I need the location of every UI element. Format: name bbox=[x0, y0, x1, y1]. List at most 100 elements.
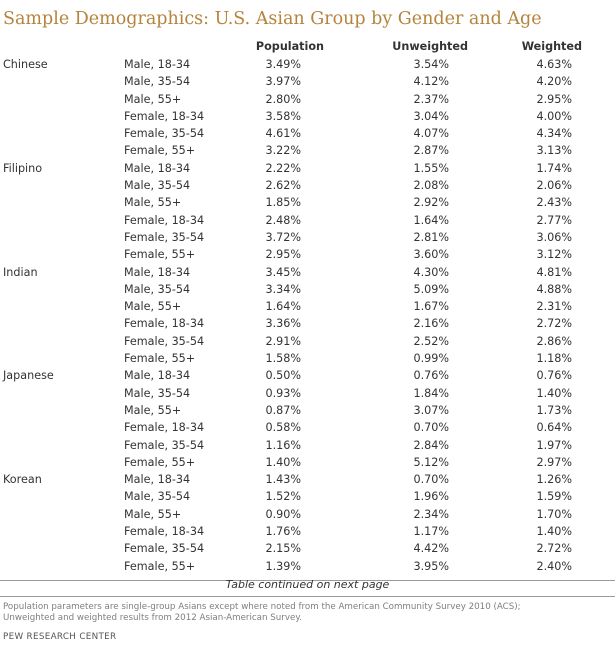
subgroup-label: Female, 18-34 bbox=[124, 109, 205, 123]
subgroup-label: Female, 55+ bbox=[124, 352, 196, 366]
group-label: Korean bbox=[3, 473, 42, 487]
unweighted-value: 1.17% bbox=[413, 525, 449, 539]
unweighted-value: 2.34% bbox=[413, 507, 449, 521]
unweighted-value: 2.08% bbox=[413, 179, 449, 193]
footnote: Population parameters are single-group A… bbox=[3, 602, 521, 624]
subgroup-label: Female, 55+ bbox=[124, 455, 196, 469]
unweighted-value: 0.99% bbox=[413, 352, 449, 366]
unweighted-value: 4.30% bbox=[413, 265, 449, 279]
subgroup-label: Female, 18-34 bbox=[124, 421, 205, 435]
weighted-value: 1.40% bbox=[536, 386, 572, 400]
subgroup-label: Female, 18-34 bbox=[124, 317, 205, 331]
notes-divider bbox=[0, 596, 615, 597]
subgroup-label: Male, 35-54 bbox=[124, 179, 191, 193]
weighted-value: 2.77% bbox=[536, 213, 572, 227]
subgroup-label: Male, 55+ bbox=[124, 507, 182, 521]
table-row: Female, 18-34 1.76% 1.17% 1.40% bbox=[0, 523, 615, 540]
population-value: 2.62% bbox=[265, 179, 301, 193]
subgroup-label: Male, 18-34 bbox=[124, 369, 191, 383]
table-row: Female, 55+ 1.39% 3.95% 2.40% bbox=[0, 558, 615, 575]
weighted-value: 1.74% bbox=[536, 161, 572, 175]
population-value: 3.58% bbox=[265, 109, 301, 123]
weighted-value: 4.34% bbox=[536, 127, 572, 141]
population-value: 1.58% bbox=[265, 352, 301, 366]
table-row: Indian Male, 18-34 3.45% 4.30% 4.81% bbox=[0, 264, 615, 281]
table-row: Korean Male, 18-34 1.43% 0.70% 1.26% bbox=[0, 471, 615, 488]
unweighted-value: 2.37% bbox=[413, 92, 449, 106]
table-row: Male, 55+ 0.90% 2.34% 1.70% bbox=[0, 506, 615, 523]
table-row: Male, 55+ 0.87% 3.07% 1.73% bbox=[0, 402, 615, 419]
group-label: Chinese bbox=[3, 58, 48, 71]
subgroup-label: Female, 35-54 bbox=[124, 438, 205, 452]
subgroup-label: Male, 35-54 bbox=[124, 75, 191, 89]
population-value: 2.22% bbox=[265, 161, 301, 175]
table-row: Female, 18-34 2.48% 1.64% 2.77% bbox=[0, 212, 615, 229]
population-value: 1.52% bbox=[265, 490, 301, 504]
population-value: 3.72% bbox=[265, 230, 301, 244]
weighted-value: 4.00% bbox=[536, 109, 572, 123]
unweighted-value: 1.67% bbox=[413, 300, 449, 314]
weighted-value: 2.72% bbox=[536, 317, 572, 331]
subgroup-label: Male, 18-34 bbox=[124, 473, 191, 487]
subgroup-label: Male, 35-54 bbox=[124, 282, 191, 296]
weighted-value: 2.97% bbox=[536, 455, 572, 469]
table-row: Female, 18-34 3.58% 3.04% 4.00% bbox=[0, 108, 615, 125]
footnote-line: Unweighted and weighted results from 201… bbox=[3, 613, 303, 624]
subgroup-label: Female, 18-34 bbox=[124, 213, 205, 227]
table-row: Female, 35-54 1.16% 2.84% 1.97% bbox=[0, 437, 615, 454]
continued-note: Table continued on next page bbox=[225, 578, 390, 591]
table-bottom-divider bbox=[0, 580, 615, 581]
table-row: Female, 35-54 2.15% 4.42% 2.72% bbox=[0, 540, 615, 557]
weighted-value: 3.06% bbox=[536, 230, 572, 244]
subgroup-label: Female, 55+ bbox=[124, 144, 196, 158]
unweighted-value: 4.12% bbox=[413, 75, 449, 89]
table-body: Chinese Male, 18-34 3.49% 3.54% 4.63% Male, 3… bbox=[0, 56, 615, 575]
weighted-value: 4.81% bbox=[536, 265, 572, 279]
unweighted-value: 1.64% bbox=[413, 213, 449, 227]
unweighted-value: 2.16% bbox=[413, 317, 449, 331]
weighted-value: 0.64% bbox=[536, 421, 572, 435]
table-row: Male, 35-54 1.52% 1.96% 1.59% bbox=[0, 488, 615, 505]
weighted-value: 1.40% bbox=[536, 525, 572, 539]
subgroup-label: Male, 55+ bbox=[124, 196, 182, 210]
subgroup-label: Male, 35-54 bbox=[124, 386, 191, 400]
unweighted-value: 4.07% bbox=[413, 127, 449, 141]
table-row: Female, 35-54 4.61% 4.07% 4.34% bbox=[0, 125, 615, 142]
subgroup-label: Male, 18-34 bbox=[124, 58, 191, 71]
table-row: Female, 35-54 2.91% 2.52% 2.86% bbox=[0, 333, 615, 350]
table-row: Female, 55+ 1.40% 5.12% 2.97% bbox=[0, 454, 615, 471]
table-row: Male, 55+ 2.80% 2.37% 2.95% bbox=[0, 91, 615, 108]
weighted-value: 2.72% bbox=[536, 542, 572, 556]
unweighted-value: 3.60% bbox=[413, 248, 449, 262]
weighted-value: 2.95% bbox=[536, 92, 572, 106]
population-value: 2.80% bbox=[265, 92, 301, 106]
weighted-value: 2.06% bbox=[536, 179, 572, 193]
population-value: 1.76% bbox=[265, 525, 301, 539]
weighted-value: 0.76% bbox=[536, 369, 572, 383]
subgroup-label: Female, 55+ bbox=[124, 248, 196, 262]
table-row: Male, 35-54 2.62% 2.08% 2.06% bbox=[0, 177, 615, 194]
unweighted-value: 1.55% bbox=[413, 161, 449, 175]
unweighted-value: 5.09% bbox=[413, 282, 449, 296]
weighted-value: 3.13% bbox=[536, 144, 572, 158]
population-value: 2.95% bbox=[265, 248, 301, 262]
table-row: Female, 55+ 2.95% 3.60% 3.12% bbox=[0, 246, 615, 263]
population-value: 3.97% bbox=[265, 75, 301, 89]
table-row: Male, 55+ 1.85% 2.92% 2.43% bbox=[0, 194, 615, 211]
table-header: Population Unweighted Weighted bbox=[0, 38, 615, 56]
population-value: 2.15% bbox=[265, 542, 301, 556]
demographics-table: Population Unweighted Weighted Chinese Ma… bbox=[0, 38, 615, 575]
header-weighted: Weighted bbox=[521, 40, 582, 53]
weighted-value: 1.18% bbox=[536, 352, 572, 366]
group-label: Filipino bbox=[3, 161, 43, 175]
subgroup-label: Female, 35-54 bbox=[124, 230, 205, 244]
unweighted-value: 2.84% bbox=[413, 438, 449, 452]
page-title: Sample Demographics: U.S. Asian Group by… bbox=[3, 9, 542, 29]
footnote-line: Population parameters are single-group A… bbox=[3, 602, 521, 612]
subgroup-label: Female, 18-34 bbox=[124, 525, 205, 539]
population-value: 0.50% bbox=[265, 369, 301, 383]
unweighted-value: 1.96% bbox=[413, 490, 449, 504]
table-row: Male, 35-54 3.34% 5.09% 4.88% bbox=[0, 281, 615, 298]
table-row: Female, 55+ 3.22% 2.87% 3.13% bbox=[0, 142, 615, 159]
unweighted-value: 3.95% bbox=[413, 559, 449, 573]
